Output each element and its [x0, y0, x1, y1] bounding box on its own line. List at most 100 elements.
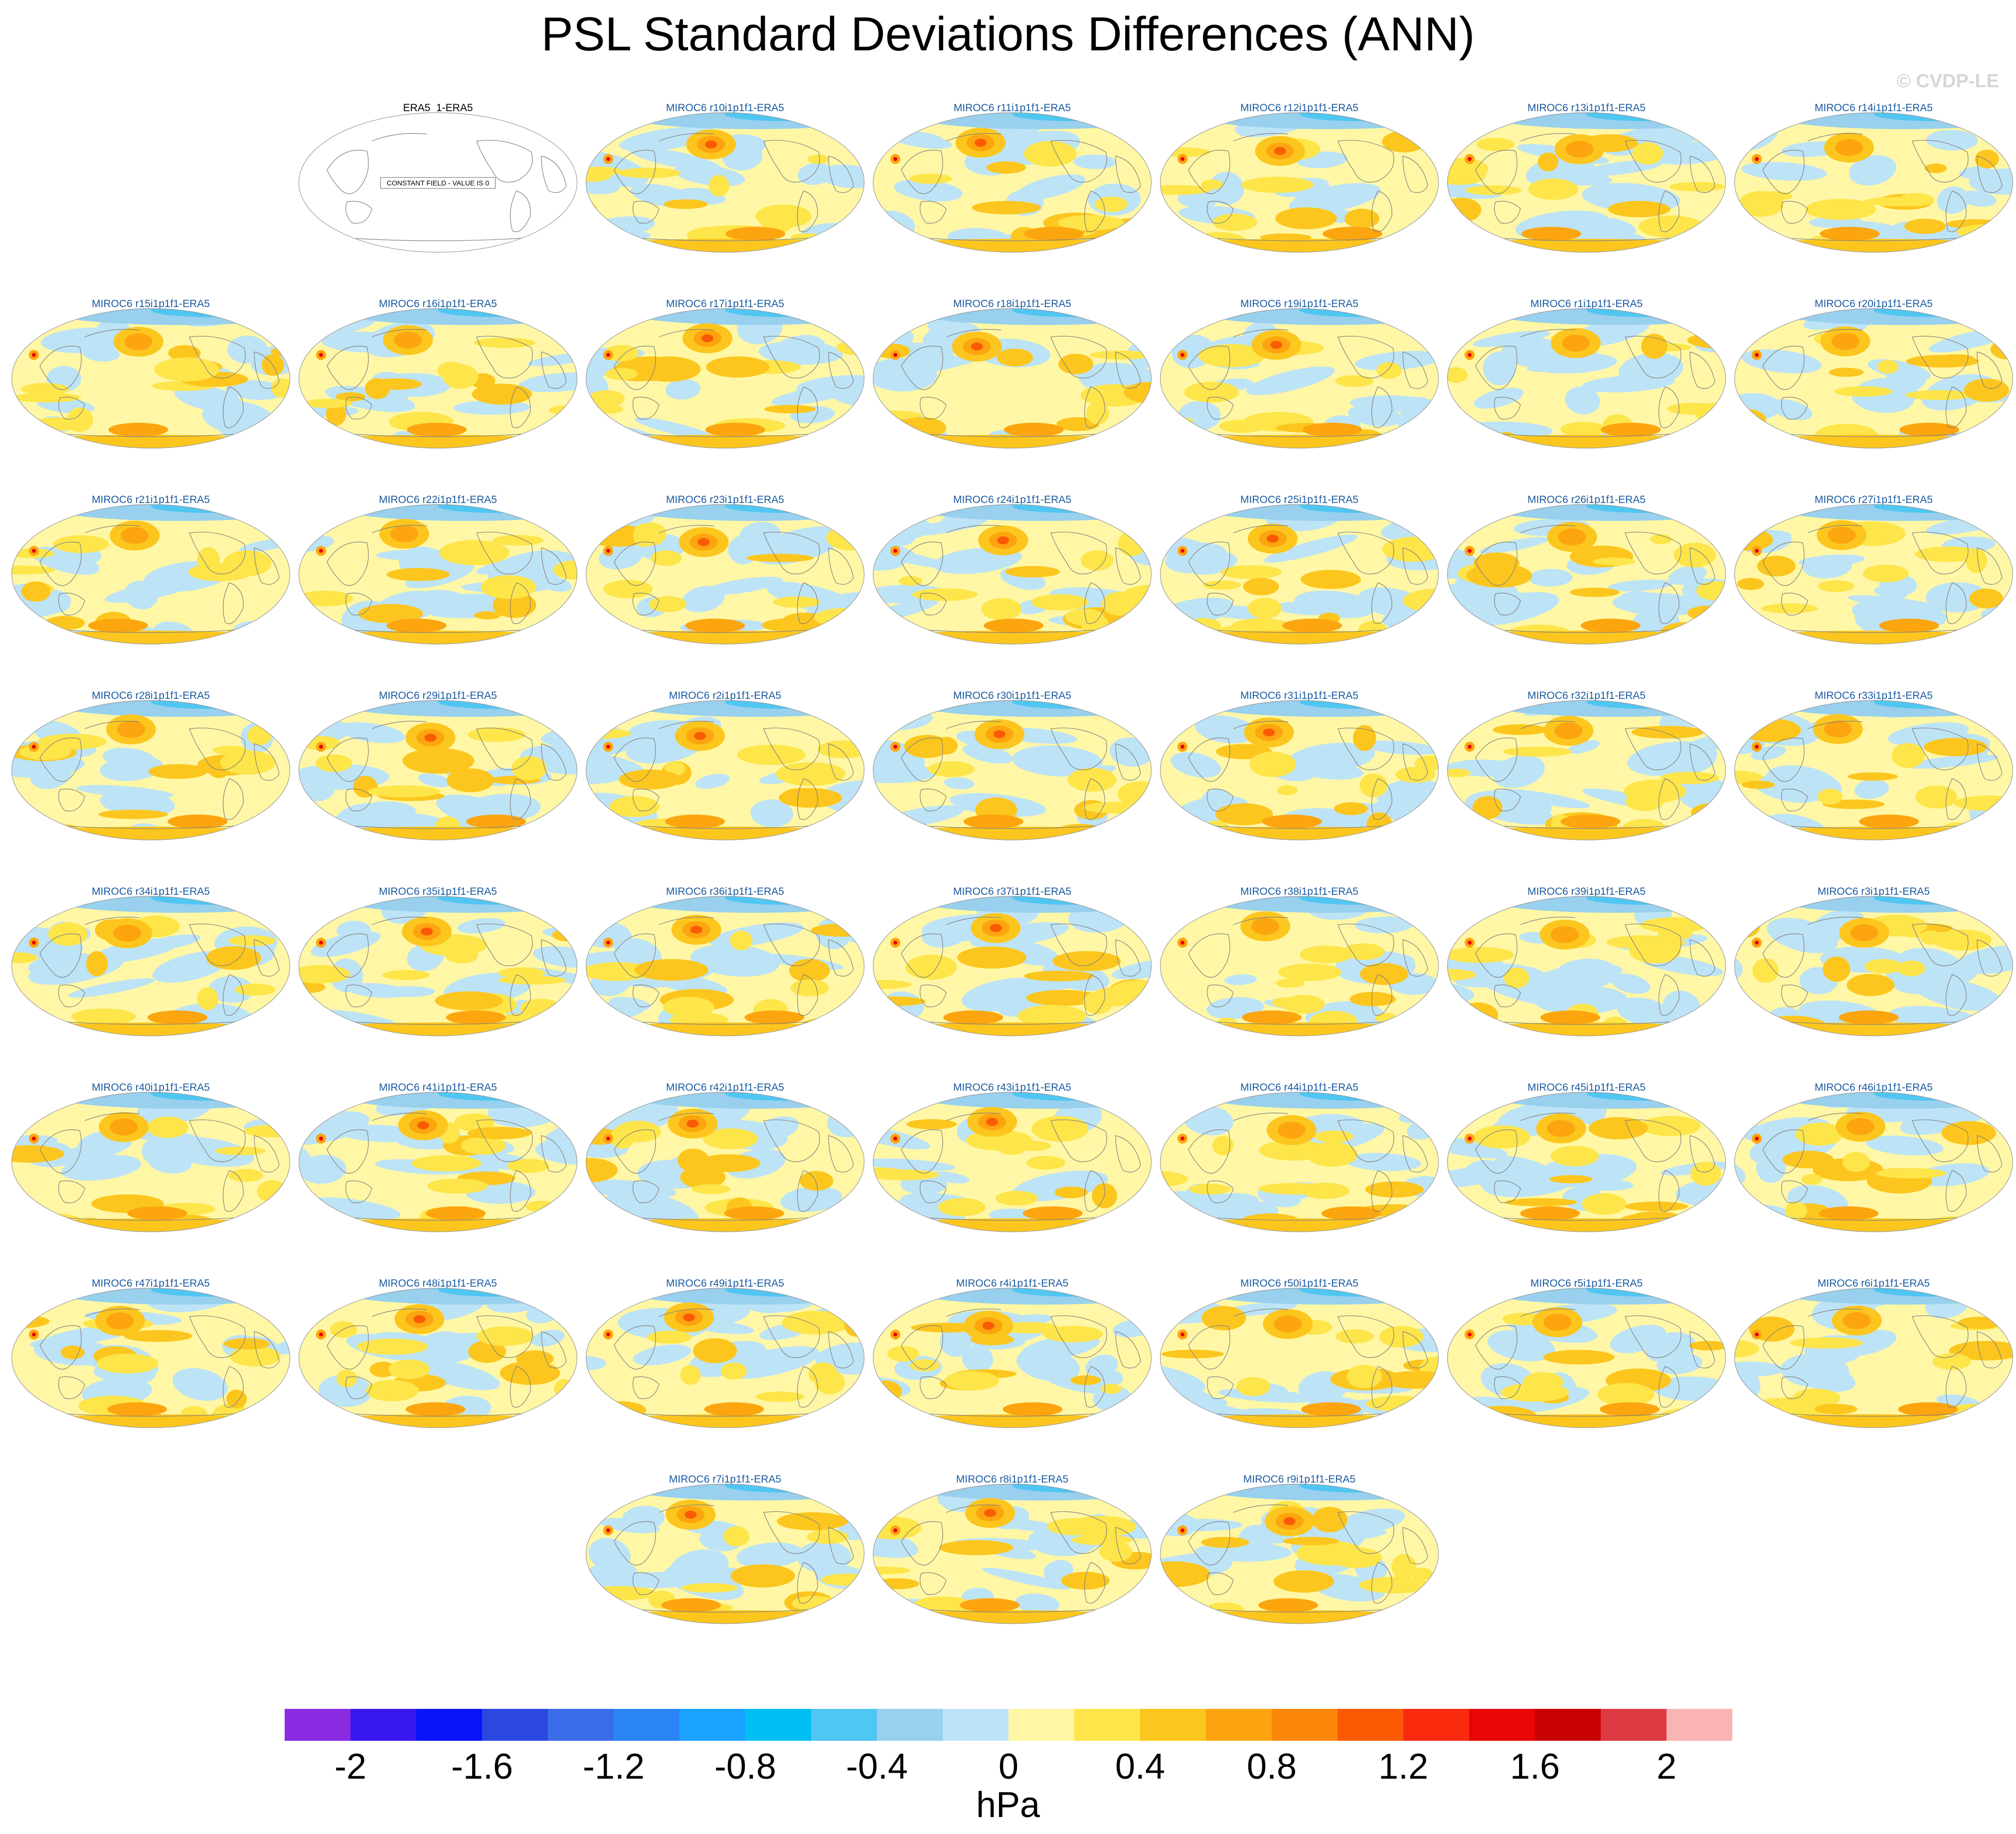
- colorbar-swatch: [745, 1709, 812, 1741]
- map-panel: MIROC6 r34i1p1f1-ERA5: [10, 886, 292, 1080]
- map-panel: MIROC6 r33i1p1f1-ERA5: [1733, 690, 2015, 884]
- map-panel-title: MIROC6 r31i1p1f1-ERA5: [1240, 690, 1358, 701]
- psl-difference-map: [1734, 1092, 2014, 1232]
- psl-difference-map: [1734, 1288, 2014, 1428]
- colorbar-swatch: [1469, 1709, 1535, 1741]
- colorbar-swatch: [285, 1709, 351, 1741]
- map-panel-title: MIROC6 r25i1p1f1-ERA5: [1240, 494, 1358, 505]
- psl-difference-map: [1160, 504, 1439, 645]
- psl-difference-map: [585, 504, 865, 645]
- map-panel: MIROC6 r19i1p1f1-ERA5: [1159, 298, 1440, 493]
- map-panel-title: MIROC6 r1i1p1f1-ERA5: [1530, 298, 1643, 310]
- map-panel: MIROC6 r30i1p1f1-ERA5: [871, 690, 1153, 884]
- map-panel-title: MIROC6 r45i1p1f1-ERA5: [1527, 1082, 1646, 1093]
- map-panel-title: MIROC6 r43i1p1f1-ERA5: [953, 1082, 1071, 1093]
- map-panel-title: MIROC6 r2i1p1f1-ERA5: [669, 690, 782, 701]
- colorbar-tick-label: 1.2: [1378, 1747, 1429, 1787]
- colorbar-swatch: [416, 1709, 483, 1741]
- colorbar-tick-label: 0: [998, 1747, 1019, 1787]
- map-panel: MIROC6 r39i1p1f1-ERA5: [1446, 886, 1727, 1080]
- psl-difference-map: [585, 1092, 865, 1232]
- map-panel: MIROC6 r11i1p1f1-ERA5: [871, 102, 1153, 297]
- map-panel-title: MIROC6 r35i1p1f1-ERA5: [379, 886, 497, 897]
- map-panel-title: MIROC6 r27i1p1f1-ERA5: [1815, 494, 1933, 505]
- map-panel: MIROC6 r50i1p1f1-ERA5: [1159, 1278, 1440, 1472]
- map-panel-title: MIROC6 r4i1p1f1-ERA5: [956, 1278, 1069, 1289]
- psl-difference-map: [1734, 896, 2014, 1036]
- colorbar-swatch: [1140, 1709, 1206, 1741]
- map-panel-title: MIROC6 r11i1p1f1-ERA5: [953, 102, 1071, 114]
- map-panel: MIROC6 r48i1p1f1-ERA5: [297, 1278, 579, 1472]
- psl-difference-map: [872, 700, 1152, 840]
- psl-difference-map: [872, 1288, 1152, 1428]
- psl-difference-map: [1734, 308, 2014, 449]
- map-panel-title: MIROC6 r18i1p1f1-ERA5: [953, 298, 1071, 310]
- psl-difference-map: [1160, 112, 1439, 253]
- map-panel-title: MIROC6 r15i1p1f1-ERA5: [92, 298, 210, 310]
- map-panel-title: MIROC6 r46i1p1f1-ERA5: [1815, 1082, 1933, 1093]
- psl-difference-map: [1447, 112, 1726, 253]
- colorbar: [285, 1709, 1733, 1741]
- colorbar-swatch: [811, 1709, 877, 1741]
- map-panel: MIROC6 r16i1p1f1-ERA5: [297, 298, 579, 493]
- map-panel: MIROC6 r8i1p1f1-ERA5: [871, 1474, 1153, 1668]
- colorbar-tick-label: 0.8: [1246, 1747, 1297, 1787]
- map-panel: MIROC6 r26i1p1f1-ERA5: [1446, 494, 1727, 688]
- colorbar-swatch: [1206, 1709, 1272, 1741]
- map-panel-title: MIROC6 r38i1p1f1-ERA5: [1240, 886, 1358, 897]
- map-panel: MIROC6 r23i1p1f1-ERA5: [584, 494, 866, 688]
- colorbar-tick-label: -0.4: [845, 1747, 908, 1787]
- psl-difference-map: [298, 1288, 578, 1428]
- map-panel-title: MIROC6 r49i1p1f1-ERA5: [666, 1278, 784, 1289]
- psl-difference-map: [872, 112, 1152, 253]
- map-panel: MIROC6 r21i1p1f1-ERA5: [10, 494, 292, 688]
- map-panel: MIROC6 r25i1p1f1-ERA5: [1159, 494, 1440, 688]
- colorbar-tick-label: 1.6: [1510, 1747, 1560, 1787]
- map-panel: MIROC6 r3i1p1f1-ERA5: [1733, 886, 2015, 1080]
- colorbar-swatch: [1667, 1709, 1733, 1741]
- map-panel: MIROC6 r12i1p1f1-ERA5: [1159, 102, 1440, 297]
- map-panel-title: MIROC6 r19i1p1f1-ERA5: [1240, 298, 1358, 310]
- psl-difference-map: [872, 504, 1152, 645]
- colorbar-swatch: [1403, 1709, 1470, 1741]
- map-panel-title: MIROC6 r7i1p1f1-ERA5: [669, 1474, 782, 1485]
- map-panel: MIROC6 r15i1p1f1-ERA5: [10, 298, 292, 493]
- map-panel-title: MIROC6 r20i1p1f1-ERA5: [1815, 298, 1933, 310]
- psl-difference-map: [11, 700, 291, 840]
- map-panel-title: MIROC6 r36i1p1f1-ERA5: [666, 886, 784, 897]
- map-panel: MIROC6 r44i1p1f1-ERA5: [1159, 1082, 1440, 1276]
- psl-difference-map: [1160, 896, 1439, 1036]
- colorbar-units-label: hPa: [976, 1785, 1040, 1825]
- psl-difference-map: [1734, 112, 2014, 253]
- colorbar-swatch: [943, 1709, 1009, 1741]
- map-panel: MIROC6 r4i1p1f1-ERA5: [871, 1278, 1153, 1472]
- map-panel-title: MIROC6 r33i1p1f1-ERA5: [1815, 690, 1933, 701]
- map-panel-title: MIROC6 r39i1p1f1-ERA5: [1527, 886, 1646, 897]
- colorbar-tick-label: -0.8: [714, 1747, 777, 1787]
- colorbar-swatch: [1338, 1709, 1404, 1741]
- psl-difference-map: [11, 896, 291, 1036]
- psl-difference-map: [298, 700, 578, 840]
- map-panel: MIROC6 r32i1p1f1-ERA5: [1446, 690, 1727, 884]
- map-panel: MIROC6 r40i1p1f1-ERA5: [10, 1082, 292, 1276]
- psl-difference-map: [298, 504, 578, 645]
- colorbar-swatch: [482, 1709, 548, 1741]
- map-panel-title: MIROC6 r10i1p1f1-ERA5: [666, 102, 784, 114]
- map-panel-title: MIROC6 r50i1p1f1-ERA5: [1240, 1278, 1358, 1289]
- colorbar-swatch: [614, 1709, 680, 1741]
- psl-difference-map: [872, 1092, 1152, 1232]
- map-panel-title: MIROC6 r29i1p1f1-ERA5: [379, 690, 497, 701]
- psl-difference-map: [11, 308, 291, 449]
- map-panel: MIROC6 r31i1p1f1-ERA5: [1159, 690, 1440, 884]
- map-panel-title: MIROC6 r21i1p1f1-ERA5: [92, 494, 210, 505]
- map-panel: MIROC6 r38i1p1f1-ERA5: [1159, 886, 1440, 1080]
- psl-difference-map: [1160, 700, 1439, 840]
- map-panel-title: MIROC6 r13i1p1f1-ERA5: [1527, 102, 1646, 114]
- psl-difference-map: [872, 1484, 1152, 1624]
- map-panel-title: MIROC6 r17i1p1f1-ERA5: [666, 298, 784, 310]
- map-panel-title: MIROC6 r22i1p1f1-ERA5: [379, 494, 497, 505]
- map-panel: MIROC6 r2i1p1f1-ERA5: [584, 690, 866, 884]
- psl-difference-map: [1160, 1288, 1439, 1428]
- watermark: © CVDP-LE: [1896, 71, 1999, 92]
- psl-difference-map: [872, 308, 1152, 449]
